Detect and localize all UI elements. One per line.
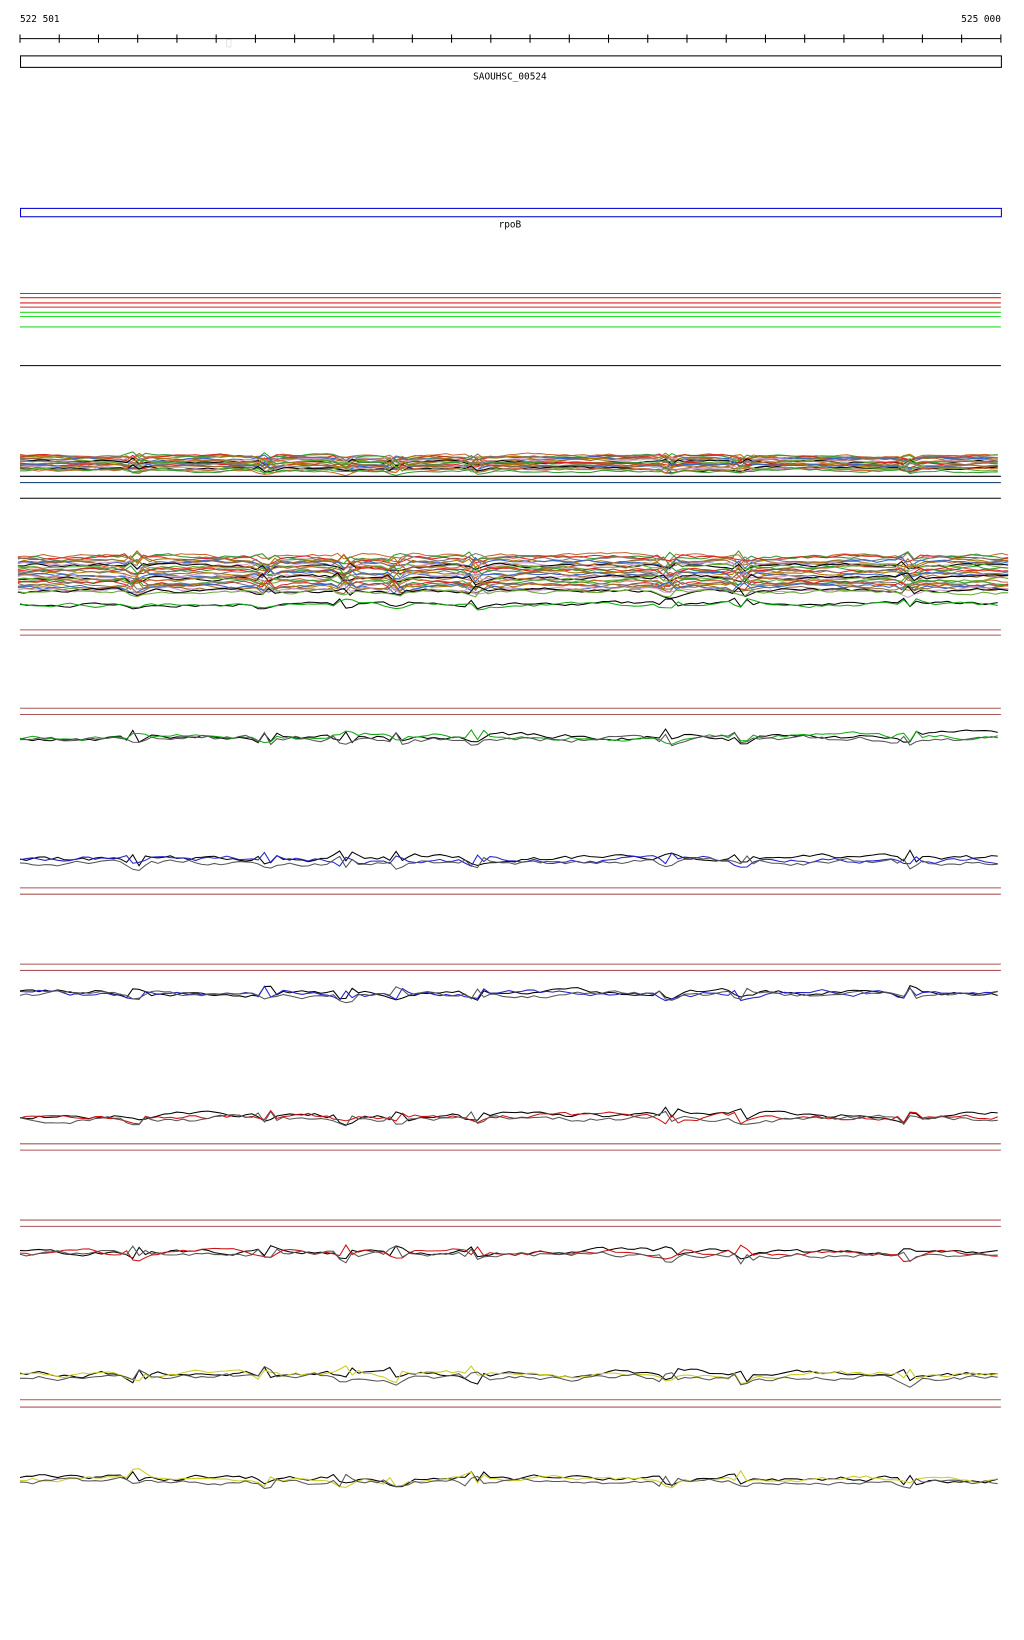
gene-label: SAOUHSC_00524 (473, 71, 547, 82)
ruler-ticks (19, 34, 1002, 43)
signal-line (19, 986, 998, 1004)
signal-line (17, 571, 1009, 584)
signal-line (19, 985, 998, 1001)
signal-tracks (17, 293, 1009, 1489)
signal-line (19, 855, 998, 872)
signal-line (19, 1245, 998, 1265)
signal-line (19, 1109, 998, 1125)
gene-label: rpoB (499, 220, 522, 231)
ruler-start: 522 501 (20, 14, 60, 25)
ruler-marker (226, 39, 232, 48)
signal-line (17, 584, 1009, 598)
signal-line (19, 1365, 998, 1388)
signal-line (19, 1468, 998, 1489)
signal-line (19, 731, 998, 747)
signal-line (17, 576, 1009, 592)
ruler-end: 525 000 (961, 14, 1001, 25)
gene-box[interactable] (20, 55, 1002, 68)
signal-line (19, 1473, 998, 1489)
signal-line (19, 465, 998, 473)
signal-line (19, 1110, 998, 1127)
signal-line (19, 1365, 998, 1385)
signal-line (17, 550, 1009, 563)
signal-line (19, 985, 998, 1002)
signal-line (19, 1106, 998, 1126)
signal-line (17, 583, 1009, 599)
signal-line (17, 559, 1009, 574)
signal-line (17, 572, 1009, 586)
signal-line (17, 564, 1009, 576)
signal-line (19, 729, 998, 745)
signal-line (19, 849, 998, 867)
signal-line (17, 579, 1009, 592)
signal-line (19, 851, 998, 868)
gene-box[interactable] (20, 207, 1002, 218)
signal-line (19, 728, 998, 745)
signal-line (19, 597, 998, 611)
signal-line (17, 560, 1009, 573)
signal-line (19, 460, 998, 471)
signal-line (17, 582, 1009, 595)
signal-line (19, 466, 998, 476)
signal-line (17, 553, 1009, 566)
signal-line (19, 452, 998, 461)
signal-line (17, 566, 1009, 579)
signal-line (19, 454, 998, 465)
